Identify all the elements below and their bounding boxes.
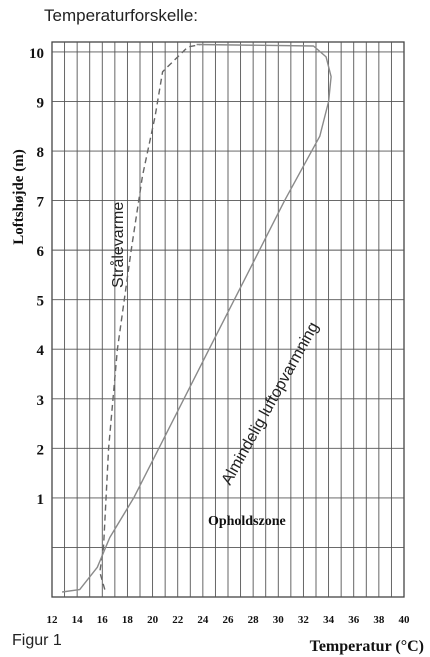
y-tick-label: 4 <box>37 343 45 359</box>
x-tick-label: 30 <box>273 614 285 626</box>
x-tick-label: 22 <box>172 614 184 626</box>
x-tick-label: 28 <box>248 614 260 626</box>
series-label-2: Almindelig luftopvarmning <box>219 319 323 487</box>
x-tick-label: 12 <box>47 614 59 626</box>
x-tick-label: 24 <box>197 614 209 626</box>
y-tick-label: 9 <box>37 95 45 111</box>
series-layer <box>62 43 332 593</box>
figure-label: Figur 1 <box>12 632 62 649</box>
labels: Strålevarme Almindelig luftopvarmning Opho… <box>11 149 424 655</box>
x-axis-label: Temperatur (°C) <box>310 638 424 655</box>
y-tick-label: 8 <box>37 145 45 161</box>
series-line-2 <box>62 43 332 593</box>
y-tick-label: 2 <box>37 442 45 458</box>
y-tick-label: 5 <box>37 294 45 310</box>
x-tick-label: 26 <box>223 614 235 626</box>
grid <box>51 41 405 598</box>
y-tick-label: 1 <box>37 492 45 508</box>
y-axis-label: Loftshøjde (m) <box>11 149 27 244</box>
y-tick-label: 10 <box>29 46 44 62</box>
x-tick-label: 20 <box>147 614 159 626</box>
x-tick-label: 14 <box>72 614 84 626</box>
x-tick-label: 38 <box>373 614 385 626</box>
x-tick-label: 18 <box>122 614 134 626</box>
x-tick-label: 32 <box>298 614 310 626</box>
chart-title: Temperaturforskelle: <box>44 6 199 25</box>
x-tick-label: 36 <box>348 614 360 626</box>
series-label-1: Strålevarme <box>109 202 127 288</box>
tick-labels: 12 14 16 18 20 22 24 26 28 30 32 34 36 38 401234567891… <box>29 46 410 626</box>
y-tick-label: 7 <box>37 195 45 211</box>
y-tick-label: 6 <box>37 244 45 260</box>
x-tick-label: 34 <box>323 614 335 626</box>
x-tick-label: 16 <box>97 614 109 626</box>
x-tick-label: 40 <box>399 614 411 626</box>
y-tick-label: 3 <box>37 393 45 409</box>
annotation-1: Opholdszone <box>208 514 286 529</box>
